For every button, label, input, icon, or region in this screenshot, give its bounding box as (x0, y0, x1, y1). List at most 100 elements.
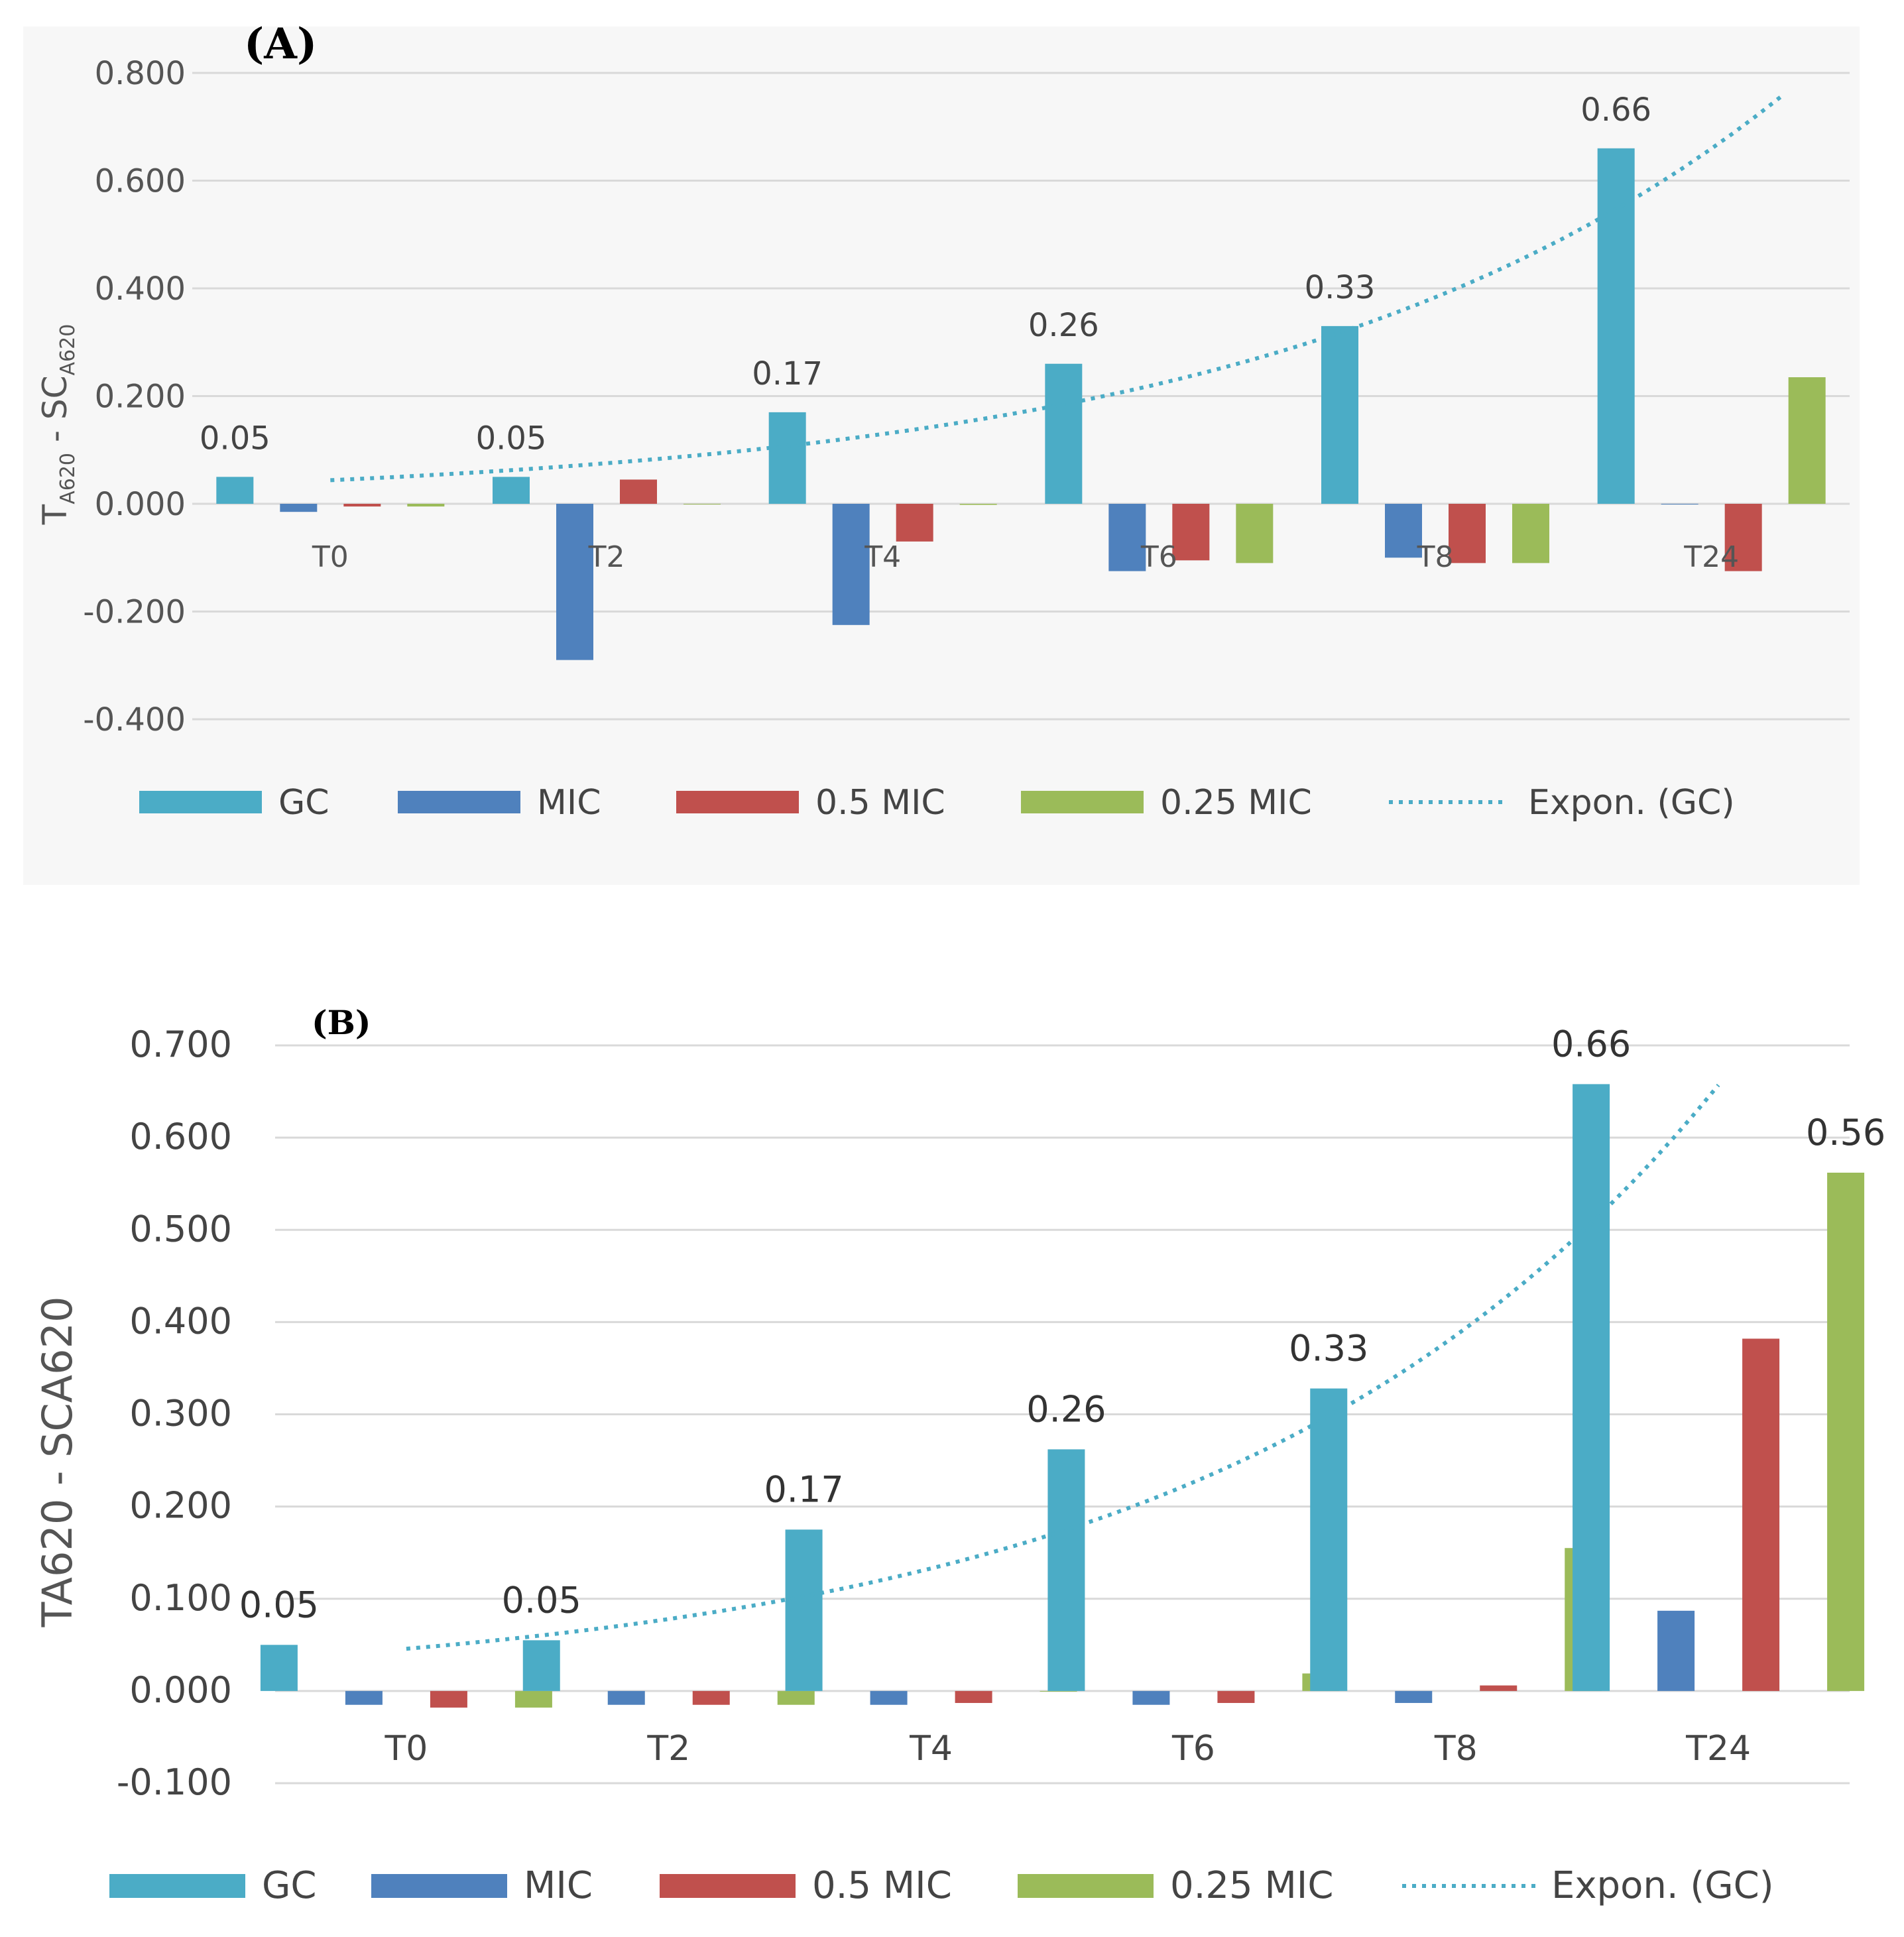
y-tick-label: 0.000 (95, 486, 186, 523)
x-category-label: T8 (1417, 540, 1454, 574)
panel-b-legend: GC MIC 0.5 MIC 0.25 MIC Expon. (GC) (109, 1864, 1774, 1907)
x-category-label: T0 (384, 1729, 428, 1769)
legend-swatch-0-5-mic (660, 1874, 796, 1898)
legend-swatch-mic (371, 1874, 507, 1898)
panel-a-legend: GC MIC 0.5 MIC 0.25 MIC Expon. (GC) (139, 783, 1735, 823)
bar-mic-t4 (832, 504, 870, 625)
bar-0-5-mic-t8 (1480, 1685, 1517, 1691)
bar-0-25-mic-t0 (514, 1690, 552, 1708)
bar-mic-t0 (345, 1690, 383, 1705)
bar-gc-t6 (1045, 363, 1083, 504)
x-category-label: T2 (646, 1729, 690, 1769)
legend-label-0-5-mic: 0.5 MIC (812, 1864, 952, 1907)
bar-gc-t4 (785, 1529, 823, 1691)
chart-panel-b: (B) 0.7000.6000.5000.4000.3000.2000.1000… (33, 1003, 1885, 1907)
panel-a-category-labels: T0 T2 T4 T6 T8 T24 (312, 540, 1739, 574)
y-tick-label: 0.600 (95, 163, 186, 200)
y-tick-label: 0.400 (129, 1300, 232, 1342)
y-tick-label: 0.500 (129, 1208, 232, 1250)
bar-0-25-mic-t0 (407, 504, 445, 507)
panel-b-category-labels: T0 T2 T4 T6 T8 T24 (384, 1729, 1751, 1769)
panel-b-y-ticks: 0.700 0.600 0.500 0.400 0.300 0.200 0.100 0.000… (117, 1024, 232, 1803)
bar-0-25-mic-t4 (959, 504, 997, 505)
x-category-label: T6 (1140, 540, 1177, 574)
panel-a-bars (216, 148, 1826, 660)
bar-0-25-mic-t6 (1236, 504, 1274, 563)
panel-b-y-axis-label: TA620 - SCA620 (33, 1297, 82, 1628)
bar-0-5-mic-t24 (1742, 1338, 1780, 1691)
bar-0-5-mic-t24 (1724, 504, 1762, 571)
bar-gc-t4 (768, 412, 806, 504)
panel-b-trendline (406, 1083, 1720, 1651)
y-tick-label: 0.200 (95, 379, 186, 416)
legend-label-0-25-mic: 0.25 MIC (1170, 1864, 1333, 1907)
data-label-gc: 0.05 (502, 1579, 581, 1621)
data-label-gc: 0.66 (1551, 1023, 1631, 1065)
bar-0-25-mic-t4 (1040, 1690, 1077, 1692)
legend-swatch-mic (398, 791, 520, 813)
y-tick-label: -0.400 (83, 701, 186, 738)
panel-a-y-label-sub1: A620 (56, 453, 80, 504)
panel-a-y-label-sub2: A620 (56, 324, 80, 376)
bar-gc-t0 (260, 1645, 298, 1691)
data-label-gc: 0.33 (1305, 269, 1376, 306)
data-label-gc: 0.17 (764, 1468, 843, 1510)
legend-label-mic: MIC (537, 783, 601, 823)
bar-0-25-mic-t2 (777, 1690, 815, 1705)
y-tick-label: 0.700 (129, 1024, 232, 1065)
legend-label-gc: GC (262, 1864, 317, 1907)
legend-swatch-0-25-mic (1018, 1874, 1154, 1898)
y-tick-label: 0.200 (129, 1485, 232, 1527)
x-category-label: T0 (312, 540, 349, 574)
bar-0-5-mic-t4 (896, 504, 933, 542)
legend-label-expon-gc: Expon. (GC) (1528, 783, 1735, 823)
bar-gc-t24 (1597, 148, 1635, 504)
bar-0-5-mic-t2 (620, 479, 657, 504)
bar-mic-t8 (1385, 504, 1422, 558)
bar-0-5-mic-t8 (1449, 504, 1486, 563)
bar-mic-t4 (870, 1690, 908, 1705)
bar-mic-t8 (1395, 1690, 1433, 1703)
bar-0-25-mic-t24 (1788, 377, 1826, 504)
x-category-label: T6 (1171, 1729, 1215, 1769)
bar-gc-t8 (1321, 325, 1358, 504)
panel-a-data-labels: 0.05 0.05 0.17 0.26 0.33 0.66 (200, 91, 1651, 457)
data-label-gc: 0.26 (1028, 307, 1099, 344)
panel-a-y-label-mid: - SC (36, 375, 74, 452)
y-tick-label: 0.800 (95, 55, 186, 92)
legend-swatch-0-25-mic (1021, 791, 1144, 813)
y-tick-label: -0.100 (117, 1761, 232, 1803)
bar-gc-t0 (216, 477, 254, 504)
panel-a-label: (A) (244, 19, 317, 69)
data-label-gc: 0.66 (1580, 91, 1651, 129)
data-label-gc: 0.05 (239, 1584, 319, 1625)
panel-a-trendline (330, 95, 1782, 483)
bar-0-25-mic-t8 (1512, 504, 1549, 563)
bar-gc-t24 (1573, 1084, 1610, 1691)
bar-0-5-mic-t4 (955, 1690, 992, 1703)
panel-a-background (23, 27, 1860, 885)
bar-mic-t2 (607, 1690, 645, 1705)
panel-a-y-ticks: 0.800 0.600 0.400 0.200 0.000 -0.200 -0.400 (83, 55, 186, 738)
legend-swatch-0-5-mic (676, 791, 799, 813)
x-category-label: T8 (1434, 1729, 1478, 1769)
y-tick-label: 0.000 (129, 1669, 232, 1711)
data-label-025-mic: 0.56 (1806, 1112, 1885, 1153)
bar-0-5-mic-t6 (1172, 504, 1210, 561)
x-category-label: T24 (1685, 1729, 1751, 1769)
bar-0-5-mic-t2 (692, 1690, 730, 1705)
panel-b-label: (B) (312, 1003, 371, 1042)
data-label-gc: 0.17 (752, 355, 823, 392)
y-tick-label: 0.400 (95, 270, 186, 308)
legend-label-mic: MIC (524, 1864, 593, 1907)
legend-swatch-gc (109, 1874, 245, 1898)
panel-b-bars (260, 1084, 1865, 1708)
bar-0-5-mic-t0 (430, 1690, 467, 1708)
data-label-gc: 0.33 (1289, 1328, 1368, 1370)
panel-a-y-axis-label: TA620 - SCA620 (36, 324, 80, 526)
x-category-label: T4 (909, 1729, 953, 1769)
bar-mic-t0 (280, 504, 318, 512)
bar-mic-t24 (1657, 1610, 1695, 1691)
x-category-label: T4 (864, 540, 901, 574)
